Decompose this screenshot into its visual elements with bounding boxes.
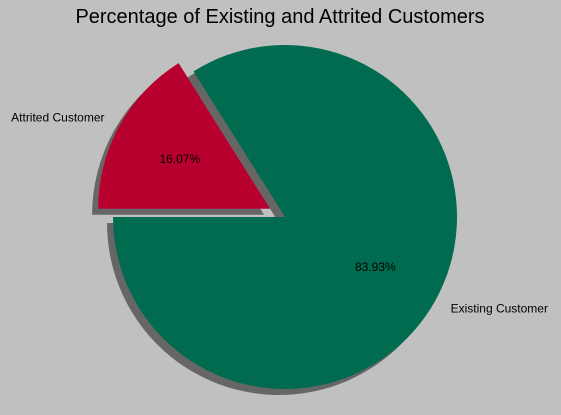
pct-label-attrited-customer: 16.07% — [159, 152, 200, 166]
pct-label-existing-customer: 83.93% — [355, 260, 396, 274]
label-existing-customer: Existing Customer — [451, 302, 548, 316]
slice-attrited-customer — [98, 63, 271, 209]
slice-existing-customer — [113, 44, 458, 389]
slices — [98, 44, 458, 389]
slice-labels: Existing Customer 83.93% Attrited Customer… — [11, 110, 548, 315]
label-attrited-customer: Attrited Customer — [11, 110, 104, 124]
chart-title: Percentage of Existing and Attrited Cust… — [75, 6, 484, 28]
